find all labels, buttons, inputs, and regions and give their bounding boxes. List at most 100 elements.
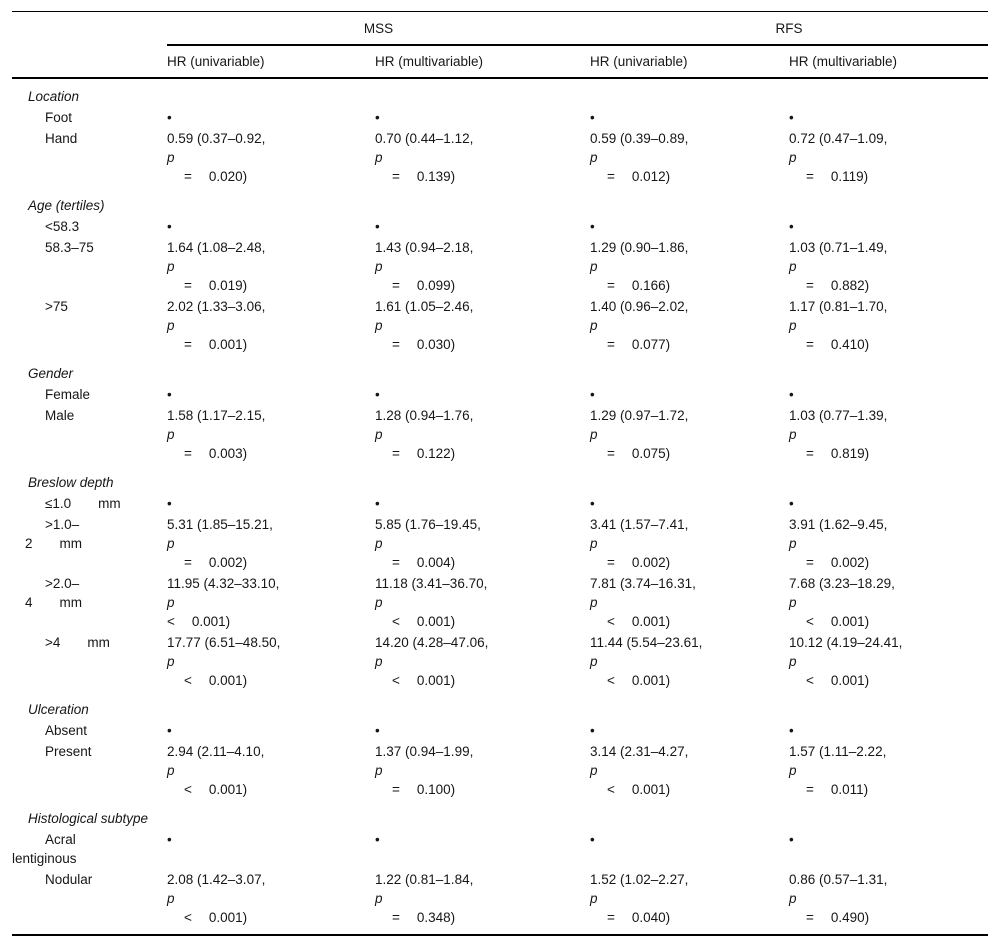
p-value-line: p = 0.166) bbox=[590, 257, 789, 295]
table-row: Male 1.58 (1.17–2.15, p = 0.003) 1.28 (0.94–1… bbox=[12, 406, 988, 463]
hr-cell: • bbox=[375, 494, 590, 513]
p-symbol: p bbox=[167, 259, 175, 274]
p-value: 0.490) bbox=[830, 910, 870, 925]
table-row: Acral lentiginous • • • • bbox=[12, 830, 988, 868]
row-label: Nodular bbox=[45, 872, 93, 887]
p-value-line: p <0.001) bbox=[590, 761, 789, 799]
p-operator: = bbox=[392, 910, 400, 925]
p-operator: = bbox=[392, 555, 400, 570]
reference-bullet: • bbox=[789, 832, 794, 847]
p-operator: = bbox=[806, 782, 814, 797]
p-operator: = bbox=[806, 910, 814, 925]
row-label-cell: Male bbox=[12, 406, 167, 425]
hazard-ratio-table: MSS RFS HR (univariable) HR (multivariab… bbox=[12, 11, 988, 936]
p-value: 0.001) bbox=[416, 614, 456, 629]
p-symbol: p bbox=[590, 536, 598, 551]
hr-cell: • bbox=[590, 494, 789, 513]
group-header-rfs: RFS bbox=[775, 20, 803, 36]
p-value: 0.001) bbox=[631, 782, 671, 797]
p-symbol: p bbox=[375, 891, 383, 906]
hr-cell: 0.72 (0.47–1.09, p = 0.119) bbox=[789, 129, 988, 186]
p-value-line: <0.001) bbox=[167, 612, 375, 631]
p-symbol: p bbox=[789, 595, 797, 610]
reference-bullet: • bbox=[590, 110, 595, 125]
row-label: >4 mm bbox=[45, 635, 110, 650]
p-symbol: p bbox=[590, 318, 598, 333]
hr-estimate-line: 1.28 (0.94–1.76, bbox=[375, 408, 474, 423]
table-section: Ulceration Absent • • • • Present 2.94 (2.11–4.… bbox=[12, 700, 988, 799]
p-value: 0.119) bbox=[830, 169, 869, 184]
p-value: 0.003) bbox=[208, 446, 248, 461]
reference-bullet: • bbox=[167, 832, 172, 847]
hr-cell: 11.44 (5.54–23.61, p <0.001) bbox=[590, 633, 789, 690]
row-label: Foot bbox=[45, 110, 73, 125]
p-symbol: p bbox=[167, 654, 175, 669]
hr-cell: • bbox=[789, 385, 988, 404]
p-value-line: p <0.001) bbox=[167, 889, 375, 927]
hr-cell: 1.43 (0.94–2.18, p = 0.099) bbox=[375, 238, 590, 295]
hr-cell: 0.86 (0.57–1.31, p = 0.490) bbox=[789, 870, 988, 927]
p-value: 0.075) bbox=[631, 446, 671, 461]
table-row: >1.0– 2 mm 5.31 (1.85–15.21, p = 0.002) 5.85 (… bbox=[12, 515, 988, 572]
p-value-line: p = 0.348) bbox=[375, 889, 590, 927]
hr-cell: • bbox=[789, 108, 988, 127]
p-value: 0.882) bbox=[830, 278, 870, 293]
p-symbol: p bbox=[375, 259, 383, 274]
p-value: 0.166) bbox=[631, 278, 671, 293]
reference-bullet: • bbox=[590, 496, 595, 511]
hr-estimate-line: 3.14 (2.31–4.27, bbox=[590, 744, 689, 759]
row-label-cell: Female bbox=[12, 385, 167, 404]
hr-cell: 5.31 (1.85–15.21, p = 0.002) bbox=[167, 515, 375, 572]
hr-cell: 1.22 (0.81–1.84, p = 0.348) bbox=[375, 870, 590, 927]
hr-estimate-line: 0.70 (0.44–1.12, bbox=[375, 131, 474, 146]
p-value-line: p = 0.019) bbox=[167, 257, 375, 295]
p-value: 0.001) bbox=[416, 673, 456, 688]
p-value-line: p = 0.882) bbox=[789, 257, 988, 295]
p-operator: < bbox=[806, 673, 814, 688]
table-section: Breslow depth ≤1.0 mm • • • • >1.0– 2 mm 5.31 (1… bbox=[12, 473, 988, 690]
reference-bullet: • bbox=[167, 387, 172, 402]
hr-estimate-line: 1.58 (1.17–2.15, bbox=[167, 408, 266, 423]
column-header-mss-multivariable: HR (multivariable) bbox=[375, 54, 484, 69]
p-value: 0.001) bbox=[208, 910, 248, 925]
row-label: 58.3–75 bbox=[45, 240, 94, 255]
row-label-cell: >4 mm bbox=[12, 633, 167, 652]
p-value: 0.001) bbox=[631, 614, 671, 629]
reference-bullet: • bbox=[167, 110, 172, 125]
hr-cell: 7.81 (3.74–16.31, p <0.001) bbox=[590, 574, 789, 631]
p-symbol: p bbox=[789, 763, 797, 778]
hr-cell: 0.70 (0.44–1.12, p = 0.139) bbox=[375, 129, 590, 186]
hr-estimate-line: 0.86 (0.57–1.31, bbox=[789, 872, 888, 887]
hr-cell: 14.20 (4.28–47.06, p <0.001) bbox=[375, 633, 590, 690]
p-operator: = bbox=[184, 555, 192, 570]
table-row: 58.3–75 1.64 (1.08–2.48, p = 0.019) 1.43 (0.9… bbox=[12, 238, 988, 295]
row-label-cell: Foot bbox=[12, 108, 167, 127]
p-value: 0.001) bbox=[208, 782, 248, 797]
p-value: 0.001) bbox=[830, 673, 870, 688]
hr-cell: 2.08 (1.42–3.07, p <0.001) bbox=[167, 870, 375, 927]
hr-cell: • bbox=[167, 108, 375, 127]
p-symbol: p bbox=[167, 536, 175, 551]
row-label: ≤1.0 mm bbox=[45, 496, 121, 511]
p-operator: < bbox=[184, 673, 192, 688]
hr-estimate-line: 1.17 (0.81–1.70, bbox=[789, 299, 888, 314]
p-operator: = bbox=[607, 278, 615, 293]
reference-bullet: • bbox=[375, 832, 380, 847]
row-label: >1.0– bbox=[45, 517, 80, 532]
hr-estimate-line: 0.59 (0.37–0.92, bbox=[167, 131, 266, 146]
section-label: Location bbox=[28, 89, 80, 104]
p-symbol: p bbox=[167, 150, 175, 165]
p-operator: = bbox=[806, 555, 814, 570]
table-row: Foot • • • • bbox=[12, 108, 988, 127]
p-symbol: p bbox=[167, 891, 175, 906]
p-symbol: p bbox=[590, 150, 598, 165]
hr-cell: • bbox=[590, 721, 789, 740]
row-label-cell: Acral lentiginous bbox=[12, 830, 167, 868]
table-row: ≤1.0 mm • • • • bbox=[12, 494, 988, 513]
reference-bullet: • bbox=[167, 496, 172, 511]
p-value-line: p = 0.004) bbox=[375, 534, 590, 572]
hr-estimate-line: 3.41 (1.57–7.41, bbox=[590, 517, 689, 532]
p-value-line: p <0.001) bbox=[789, 652, 988, 690]
table-section: Age (tertiles) <58.3 • • • • 58.3–75 1.64 (1.08… bbox=[12, 196, 988, 354]
row-label-cell: Hand bbox=[12, 129, 167, 148]
